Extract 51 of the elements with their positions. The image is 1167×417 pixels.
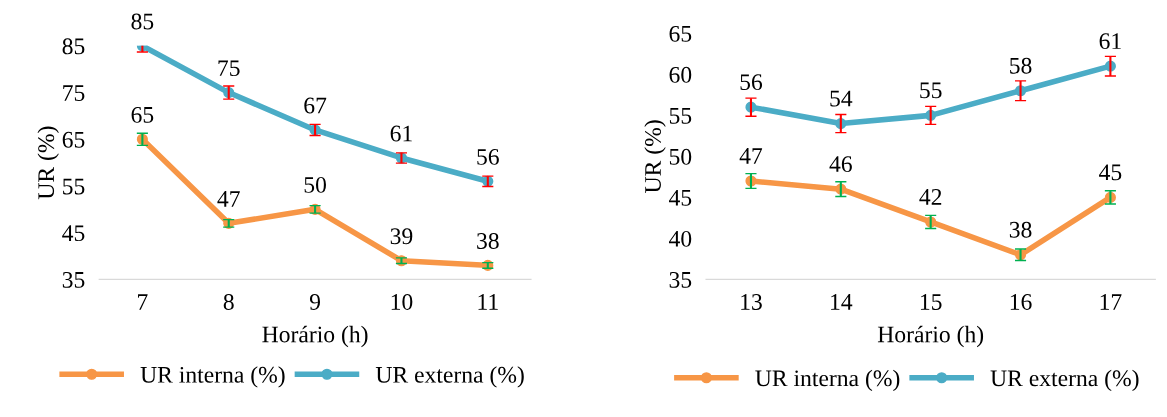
x-tick-label: 10 (391, 293, 413, 310)
x-axis-title: Horário (h) (262, 325, 368, 348)
y-tick-label: 55 (63, 178, 85, 195)
x-tick-label: 7 (138, 294, 148, 310)
data-label: 38 (1009, 221, 1032, 238)
x-tick-label: 16 (1010, 294, 1032, 310)
data-label: 61 (390, 125, 412, 142)
data-label: 54 (830, 90, 853, 107)
data-label: 56 (740, 74, 763, 91)
data-label: 55 (920, 82, 942, 99)
x-tick-label: 8 (223, 293, 234, 310)
y-tick-label: 35 (669, 271, 692, 288)
y-tick-label: 45 (62, 225, 85, 242)
data-label: 85 (131, 13, 154, 30)
y-tick-label: 55 (669, 108, 692, 124)
legend-label: UR interna (%) (755, 369, 900, 392)
y-tick-label: 45 (669, 190, 692, 206)
data-label: 38 (477, 232, 499, 249)
x-tick-label: 9 (309, 294, 321, 310)
x-tick-label: 17 (1100, 294, 1122, 310)
data-label: 47 (217, 191, 240, 207)
data-label: 58 (1010, 57, 1032, 74)
y-tick-label: 65 (62, 131, 85, 148)
data-label: 42 (919, 189, 942, 205)
legend-label: UR interna (%) (140, 366, 285, 388)
y-tick-label: 50 (669, 148, 692, 165)
data-label: 75 (218, 60, 240, 77)
y-tick-label: 75 (63, 85, 85, 101)
x-tick-label: 13 (741, 294, 762, 310)
x-axis-title: Horário (h) (877, 325, 984, 348)
y-axis-title: UR (%) (644, 120, 666, 193)
data-label: 50 (304, 176, 326, 193)
data-label: 61 (1099, 33, 1121, 50)
x-tick-label: 11 (478, 294, 498, 310)
y-tick-label: 35 (62, 271, 85, 288)
y-tick-label: 85 (62, 38, 85, 55)
data-label: 47 (739, 148, 763, 164)
data-label: 65 (131, 106, 154, 123)
y-axis-title: UR (%) (37, 126, 59, 200)
data-label: 56 (477, 148, 499, 165)
y-tick-label: 60 (669, 66, 692, 83)
legend-label: UR externa (%) (375, 366, 524, 388)
x-tick-label: 14 (831, 294, 853, 310)
data-label: 45 (1099, 164, 1122, 181)
data-label: 39 (390, 228, 413, 245)
legend-label: UR externa (%) (990, 369, 1139, 392)
x-tick-label: 15 (920, 294, 942, 310)
y-tick-label: 40 (669, 230, 692, 247)
data-label: 67 (304, 97, 327, 114)
y-tick-label: 65 (669, 25, 692, 42)
data-label: 46 (829, 156, 852, 173)
